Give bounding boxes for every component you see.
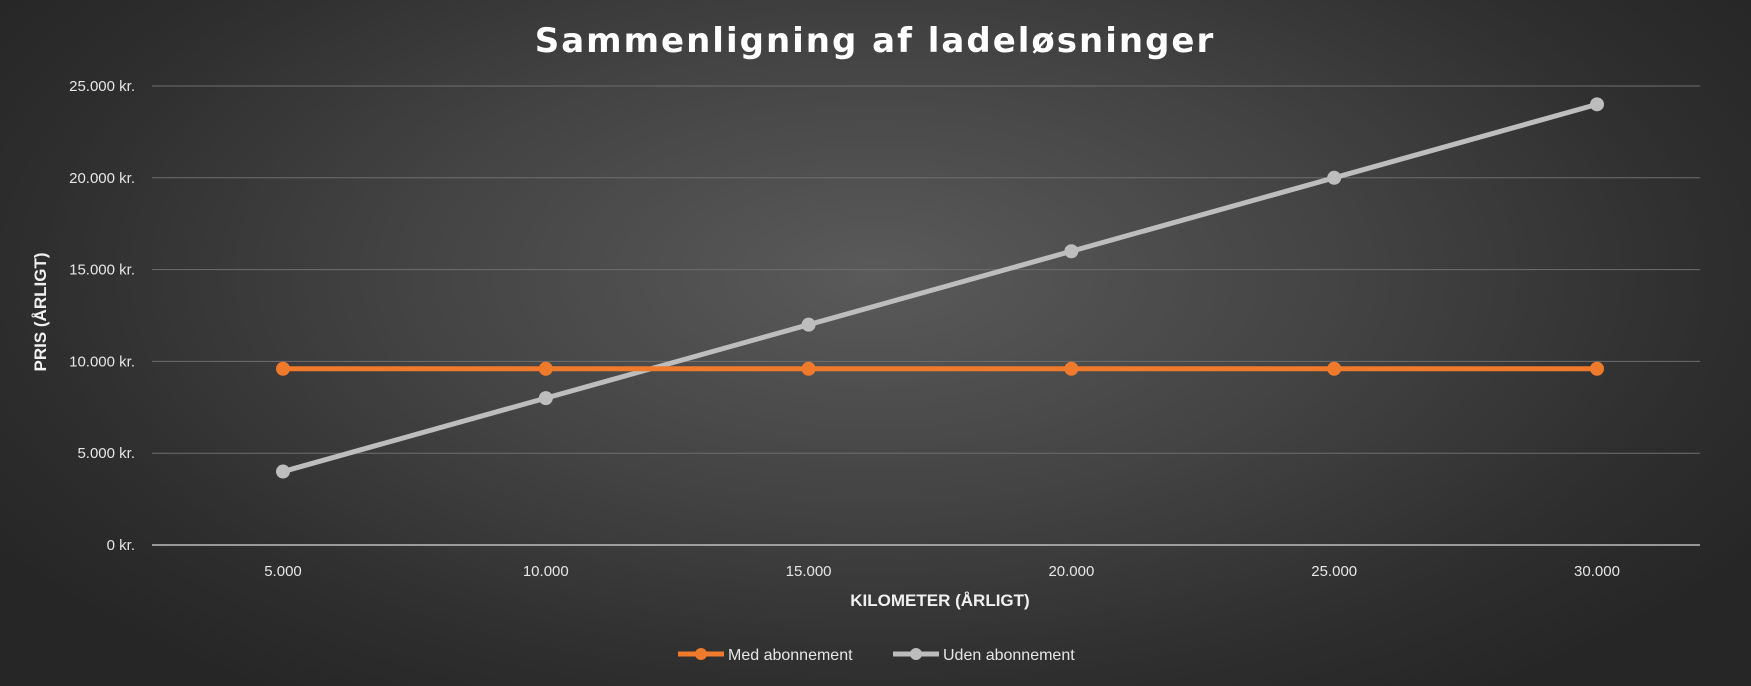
data-point	[1590, 361, 1604, 376]
gridlines	[152, 85, 1700, 454]
data-point	[1327, 361, 1342, 376]
chart-title: Sammenligning af ladeløsninger	[535, 21, 1215, 61]
legend-marker	[910, 648, 922, 660]
legend-label: Uden abonnement	[943, 647, 1075, 664]
data-point	[1327, 170, 1342, 185]
data-point	[1064, 244, 1079, 259]
y-tick-label: 5.000 kr.	[77, 445, 135, 462]
data-point	[1064, 361, 1079, 376]
data-point	[538, 361, 553, 376]
x-tick-label: 20.000	[1048, 563, 1094, 580]
y-axis-ticks: 0 kr. 5.000 kr. 10.000 kr. 15.000 kr. 20.000…	[69, 78, 135, 554]
legend-item: Med abonnement	[678, 647, 853, 664]
data-point	[801, 361, 816, 376]
y-tick-label: 15.000 kr.	[69, 262, 135, 279]
legend-marker	[695, 648, 707, 660]
y-tick-label: 20.000 kr.	[69, 170, 135, 187]
x-axis-ticks: 5.000 10.000 15.000 20.000 25.000 30.000	[264, 563, 1620, 580]
legend: Med abonnement Uden abonnement	[678, 647, 1075, 664]
x-tick-label: 25.000	[1311, 563, 1357, 580]
y-tick-label: 25.000 kr.	[69, 78, 135, 95]
data-point	[801, 317, 816, 332]
legend-item: Uden abonnement	[893, 647, 1075, 664]
x-tick-label: 15.000	[786, 563, 832, 580]
legend-label: Med abonnement	[728, 647, 853, 664]
x-tick-label: 5.000	[264, 563, 302, 580]
series-med-abonnement	[276, 361, 1604, 376]
y-tick-label: 10.000 kr.	[69, 353, 135, 370]
data-point	[538, 391, 553, 406]
y-tick-label: 0 kr.	[107, 537, 135, 554]
x-axis-label: KILOMETER (ÅRLIGT)	[850, 591, 1029, 610]
y-axis-label: PRIS (ÅRLIGT)	[31, 253, 50, 372]
data-point	[1590, 97, 1604, 112]
series-uden-abonnement	[276, 97, 1604, 479]
series-line	[282, 101, 1598, 474]
data-point	[276, 464, 290, 479]
x-tick-label: 10.000	[523, 563, 569, 580]
x-tick-label: 30.000	[1574, 563, 1620, 580]
data-point	[276, 361, 290, 376]
series-lines	[276, 97, 1604, 479]
